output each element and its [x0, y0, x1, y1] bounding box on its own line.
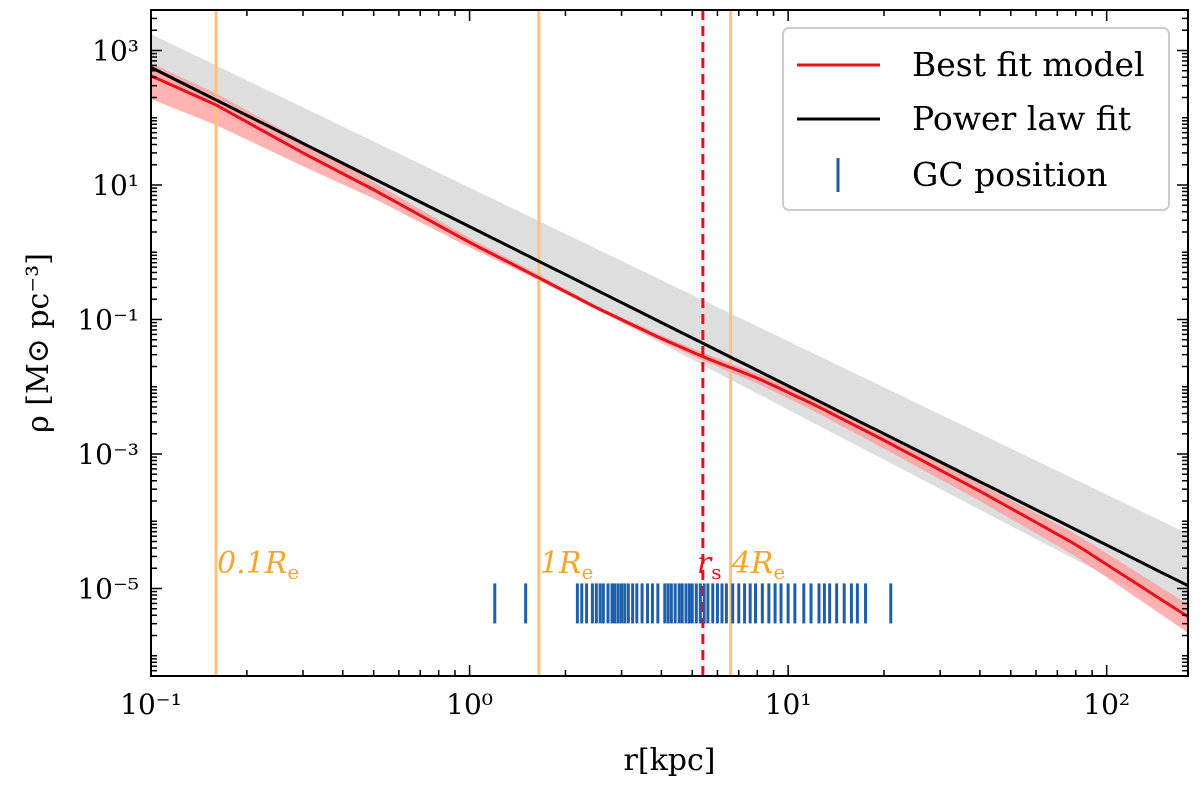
axis-ticks: [150, 9, 1188, 677]
gc-position-marks: [493, 583, 893, 624]
vline-label-main: r: [697, 546, 713, 581]
x-tick-label: 10¹: [765, 688, 812, 721]
vline-label-subscript: s: [711, 560, 721, 584]
vline-label-main: 0.1R: [217, 546, 287, 581]
vline-label-main: 4R: [731, 546, 774, 581]
y-axis-label: ρ [M⊙ pc⁻³]: [21, 253, 56, 433]
y-tick-label: 10³: [92, 34, 139, 67]
y-tick-label: 10⁻³: [77, 438, 139, 471]
power-law-line: [151, 66, 1188, 588]
legend: Best fit model Power law fit GC position: [782, 27, 1170, 211]
legend-label-power-law: Power law fit: [912, 99, 1131, 138]
vline-label-main: 1R: [540, 546, 582, 581]
legend-label-best-fit: Best fit model: [912, 45, 1145, 84]
x-axis-label: r[kpc]: [624, 743, 716, 778]
vline-label-0: 0.1Re: [217, 546, 299, 584]
best-fit-line: [151, 74, 1188, 619]
legend-box: [782, 27, 1170, 211]
x-tick-label: 10⁻¹: [120, 688, 182, 721]
fit-curves: [151, 66, 1188, 619]
x-tick-label: 10⁰: [446, 688, 493, 721]
x-tick-label: 10²: [1083, 688, 1130, 721]
band-best-fit: [151, 63, 1188, 633]
vline-label-subscript: e: [582, 560, 594, 584]
y-tick-label: 10¹: [92, 169, 139, 202]
y-tick-label: 10⁻¹: [77, 303, 139, 336]
plot-frame: [150, 9, 1189, 677]
vline-label-2: 4Re: [731, 546, 786, 584]
tick-labels: 10⁻¹ 10⁰ 10¹ 10² 10⁻⁵ 10⁻³ 10⁻¹ 10¹ 10³: [77, 34, 1130, 721]
legend-label-gc-position: GC position: [912, 155, 1108, 194]
vline-label-1: 1Re: [540, 546, 594, 584]
y-tick-label: 10⁻⁵: [77, 573, 139, 606]
reference-lines: [214, 10, 733, 676]
vline-label-3: rs: [697, 546, 722, 584]
vline-label-subscript: e: [287, 560, 299, 584]
vline-label-subscript: e: [773, 560, 785, 584]
